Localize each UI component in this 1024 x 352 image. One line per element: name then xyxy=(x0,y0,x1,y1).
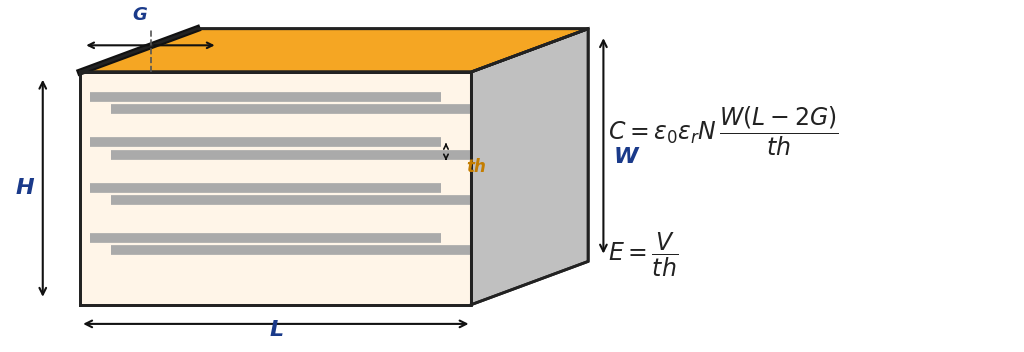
Text: W: W xyxy=(613,147,638,167)
Text: $C = \varepsilon_0\varepsilon_r N\,\dfrac{W(L-2G)}{th}$: $C = \varepsilon_0\varepsilon_r N\,\dfra… xyxy=(608,105,839,158)
Polygon shape xyxy=(471,29,588,304)
Text: L: L xyxy=(269,320,284,340)
Text: $E = \dfrac{V}{th}$: $E = \dfrac{V}{th}$ xyxy=(608,231,679,279)
Text: H: H xyxy=(15,178,34,198)
Polygon shape xyxy=(80,29,588,72)
Polygon shape xyxy=(80,72,471,304)
Text: th: th xyxy=(466,158,486,176)
Text: G: G xyxy=(132,6,146,24)
